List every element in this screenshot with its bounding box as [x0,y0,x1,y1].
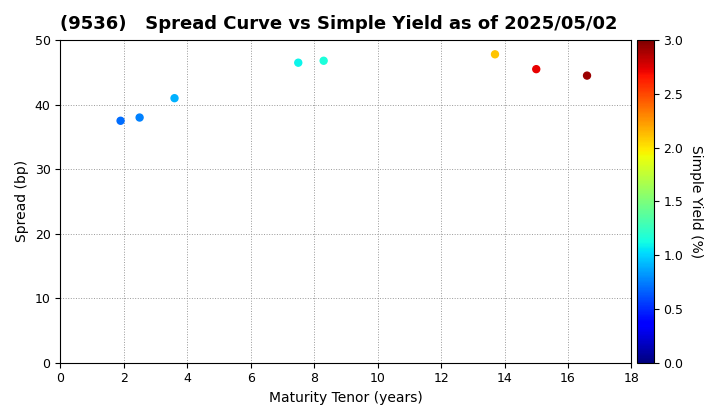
Y-axis label: Simple Yield (%): Simple Yield (%) [689,145,703,258]
Point [490,51,501,58]
Text: (9536)   Spread Curve vs Simple Yield as of 2025/05/02: (9536) Spread Curve vs Simple Yield as o… [60,15,618,33]
Point [168,95,180,102]
X-axis label: Maturity Tenor (years): Maturity Tenor (years) [269,391,423,405]
Point [581,72,593,79]
Point [531,66,542,73]
Point [318,58,330,64]
Point [114,118,126,124]
Point [134,114,145,121]
Y-axis label: Spread (bp): Spread (bp) [15,160,29,242]
Point [292,59,304,66]
